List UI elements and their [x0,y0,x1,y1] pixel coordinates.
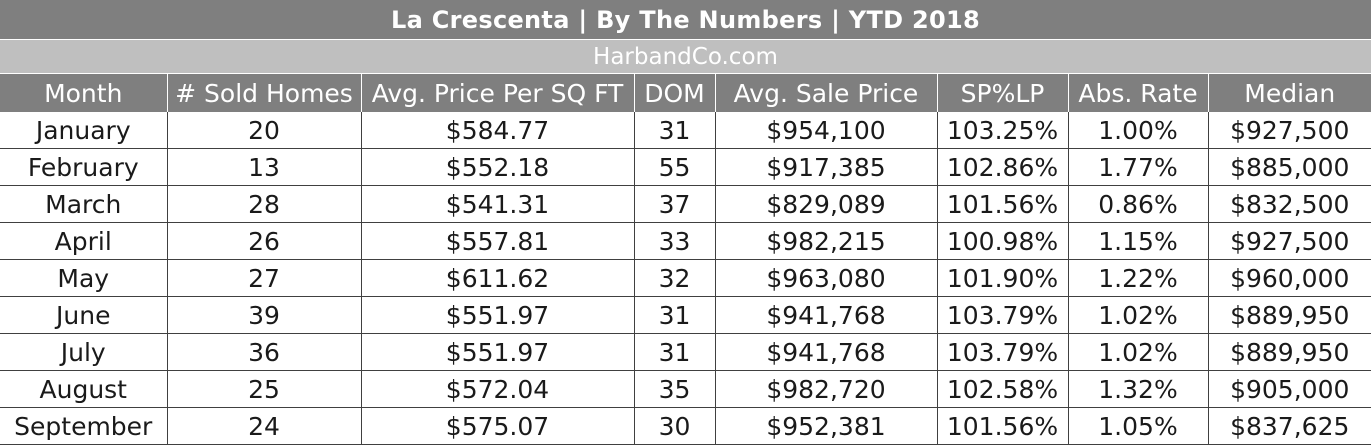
table-row: July 36 $551.97 31 $941,768 103.79% 1.02% $889,… [0,333,1371,371]
table-cell: 28 [166,185,362,223]
table-cell: 37 [633,185,716,223]
table-cell: 101.56% [936,407,1069,445]
table-cell: May [0,259,168,297]
column-header: Median [1207,74,1371,112]
table-cell: 103.79% [936,296,1069,334]
table-cell: 13 [166,148,362,186]
table-cell: $837,625 [1207,407,1371,445]
table-cell: $941,768 [714,333,938,371]
table-cell: $611.62 [360,259,635,297]
table-cell: 1.22% [1067,259,1209,297]
table-cell: 101.56% [936,185,1069,223]
table-cell: $960,000 [1207,259,1371,297]
table-cell: 31 [633,296,716,334]
table-cell: 32 [633,259,716,297]
header-row: Month # Sold Homes Avg. Price Per SQ FT DOM… [0,74,1371,112]
column-header: Abs. Rate [1067,74,1208,112]
table-cell: 36 [166,333,362,371]
table-cell: $889,950 [1207,296,1371,334]
table-cell: $941,768 [714,296,938,334]
table-cell: 102.86% [936,148,1069,186]
table-cell: $829,089 [714,185,938,223]
page-title: La Crescenta | By The Numbers | YTD 2018 [0,0,1371,40]
table-cell: $982,215 [714,222,938,260]
table-cell: 102.58% [936,370,1069,408]
table-cell: July [0,333,168,371]
table-cell: 101.90% [936,259,1069,297]
table-cell: January [0,112,168,149]
table-cell: September [0,407,168,445]
table-cell: $552.18 [360,148,635,186]
stats-table: Month # Sold Homes Avg. Price Per SQ FT DOM… [0,74,1371,445]
table-cell: 103.25% [936,112,1069,149]
table-cell: 26 [166,222,362,260]
table-row: September 24 $575.07 30 $952,381 101.56% 1.05%… [0,407,1371,445]
column-header: DOM [633,74,715,112]
table-cell: $832,500 [1207,185,1371,223]
table-cell: $551.97 [360,296,635,334]
site-subtitle: HarbandCo.com [0,40,1371,73]
table-cell: 35 [633,370,716,408]
table-cell: $927,500 [1207,112,1371,149]
table-cell: February [0,148,168,186]
table-row: February 13 $552.18 55 $917,385 102.86% 1.77% $… [0,148,1371,186]
table-cell: $982,720 [714,370,938,408]
table-cell: $885,000 [1207,148,1371,186]
table-cell: 100.98% [936,222,1069,260]
table-row: March 28 $541.31 37 $829,089 101.56% 0.86% $832… [0,185,1371,223]
table-cell: $575.07 [360,407,635,445]
table-cell: 55 [633,148,716,186]
table-cell: $572.04 [360,370,635,408]
table-cell: 1.77% [1067,148,1209,186]
table-body: January 20 $584.77 31 $954,100 103.25% 1.00% $9… [0,112,1371,445]
table-cell: 1.02% [1067,296,1209,334]
table-cell: August [0,370,168,408]
table-cell: 25 [166,370,362,408]
table-cell: March [0,185,168,223]
table-row: April 26 $557.81 33 $982,215 100.98% 1.15% $927… [0,222,1371,260]
table-cell: $963,080 [714,259,938,297]
table-row: August 25 $572.04 35 $982,720 102.58% 1.32% $90… [0,370,1371,408]
table-cell: $889,950 [1207,333,1371,371]
table-cell: 1.02% [1067,333,1209,371]
table-cell: 103.79% [936,333,1069,371]
column-header: # Sold Homes [166,74,361,112]
table-cell: 1.00% [1067,112,1209,149]
table-cell: $905,000 [1207,370,1371,408]
table-cell: 1.05% [1067,407,1209,445]
table-cell: 31 [633,112,716,149]
table-cell: 0.86% [1067,185,1209,223]
table-cell: 1.32% [1067,370,1209,408]
column-header: Avg. Sale Price [714,74,937,112]
table-cell: $541.31 [360,185,635,223]
column-header: SP%LP [936,74,1068,112]
table-cell: 31 [633,333,716,371]
table-cell: $954,100 [714,112,938,149]
table-cell: $584.77 [360,112,635,149]
table-cell: $927,500 [1207,222,1371,260]
table-cell: 39 [166,296,362,334]
table-cell: $557.81 [360,222,635,260]
table-cell: 30 [633,407,716,445]
table-cell: 1.15% [1067,222,1209,260]
table-cell: 24 [166,407,362,445]
table-cell: 27 [166,259,362,297]
table-row: June 39 $551.97 31 $941,768 103.79% 1.02% $889,… [0,296,1371,334]
table-cell: June [0,296,168,334]
table-cell: $551.97 [360,333,635,371]
table-cell: 33 [633,222,716,260]
table-cell: $952,381 [714,407,938,445]
table-cell: $917,385 [714,148,938,186]
table-row: May 27 $611.62 32 $963,080 101.90% 1.22% $960,0… [0,259,1371,297]
column-header: Month [0,74,167,112]
table-cell: 20 [166,112,362,149]
table-row: January 20 $584.77 31 $954,100 103.25% 1.00% $9… [0,112,1371,149]
table-cell: April [0,222,168,260]
column-header: Avg. Price Per SQ FT [360,74,634,112]
